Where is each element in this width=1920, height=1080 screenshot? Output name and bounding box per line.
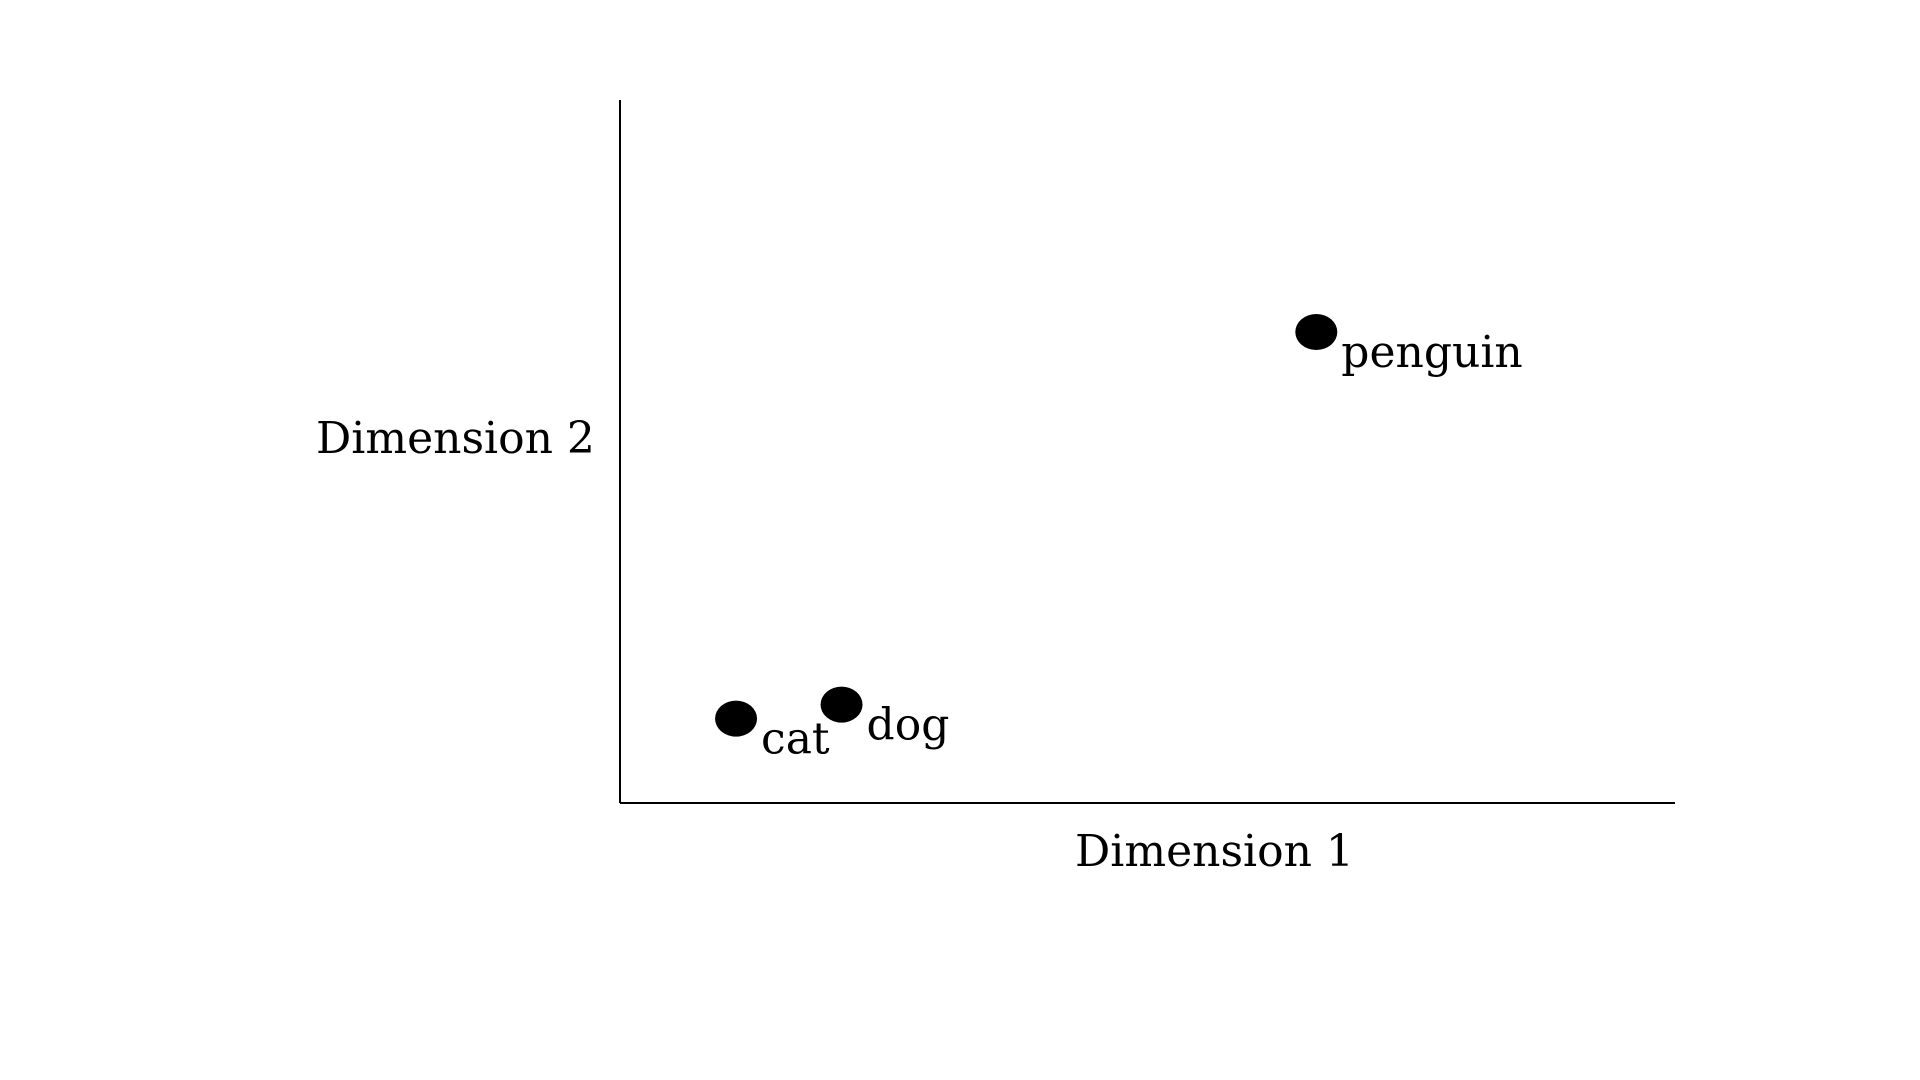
data-point-cat: cat [715,700,830,765]
point-label: penguin [1341,327,1522,378]
point-label: cat [761,714,830,765]
point-marker [715,700,758,737]
plot-area: cat dog penguin [619,100,1675,804]
points-group: cat dog penguin [715,313,1523,765]
data-point-dog: dog [820,686,950,751]
point-label: dog [867,700,950,751]
point-marker [820,686,863,723]
x-axis-label: Dimension 1 [1075,826,1354,877]
data-point-penguin: penguin [1295,313,1523,378]
point-marker [1295,313,1338,350]
y-axis-label: Dimension 2 [316,413,595,464]
